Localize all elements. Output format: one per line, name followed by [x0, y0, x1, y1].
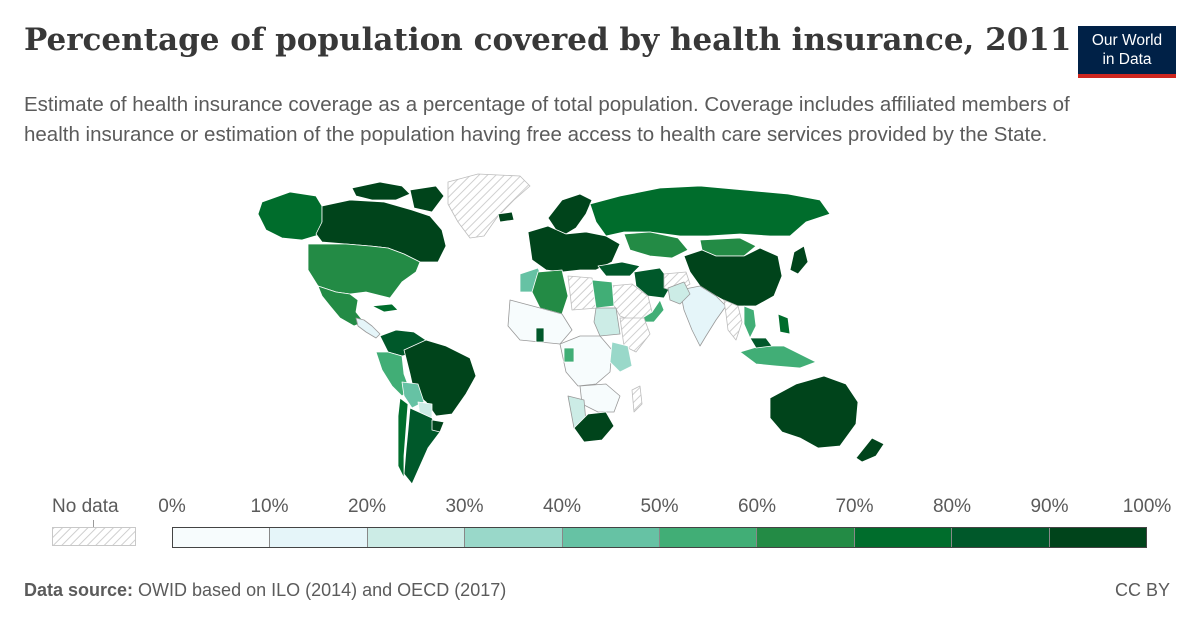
legend-bin-4[interactable]: [562, 528, 661, 547]
region-iran[interactable]: [633, 267, 673, 299]
region-chile[interactable]: [397, 397, 409, 479]
logo-line-2: in Data: [1102, 51, 1152, 68]
legend-tick-label: 60%: [737, 496, 777, 517]
world-map[interactable]: [0, 0, 1200, 490]
region-sudan[interactable]: [593, 307, 621, 337]
region-horn-of-africa[interactable]: [619, 317, 651, 353]
region-uruguay[interactable]: [431, 419, 445, 433]
region-japan[interactable]: [789, 245, 809, 275]
region-greenland[interactable]: [447, 173, 531, 239]
owid-logo[interactable]: Our World in Data: [1078, 26, 1176, 78]
legend-no-data-tick: [93, 520, 94, 527]
region-australia[interactable]: [769, 375, 859, 449]
legend-tick-label: 50%: [640, 496, 679, 517]
data-source: Data source: OWID based on ILO (2014) an…: [24, 580, 506, 601]
legend-bin-9[interactable]: [1049, 528, 1147, 547]
legend-bin-6[interactable]: [757, 528, 855, 547]
legend-tick-label: 70%: [835, 496, 874, 517]
region-south-africa[interactable]: [573, 411, 615, 443]
legend-color-scale[interactable]: [172, 527, 1147, 548]
region-caribbean[interactable]: [371, 303, 399, 313]
legend-tick-label: 40%: [542, 496, 582, 517]
legend-tick-label: 10%: [250, 496, 289, 517]
region-scandinavia[interactable]: [547, 193, 593, 235]
region-vietnam[interactable]: [743, 305, 757, 339]
region-central-america[interactable]: [355, 317, 381, 339]
region-madagascar[interactable]: [631, 385, 643, 413]
legend-tick-label: 0%: [158, 496, 186, 517]
legend-bin-5[interactable]: [660, 528, 758, 547]
region-philippines[interactable]: [777, 313, 791, 335]
legend-bin-3[interactable]: [465, 528, 563, 547]
region-europe[interactable]: [527, 225, 621, 273]
region-indonesia[interactable]: [739, 345, 817, 369]
legend-tick-label: 90%: [1030, 496, 1069, 517]
legend-bin-2[interactable]: [367, 528, 466, 547]
region-ghana[interactable]: [535, 327, 545, 343]
region-arctic-islands[interactable]: [351, 181, 411, 201]
region-pakistan[interactable]: [667, 281, 691, 305]
legend-bin-1[interactable]: [270, 528, 368, 547]
region-myanmar-thailand[interactable]: [723, 299, 743, 341]
legend-bin-8[interactable]: [952, 528, 1050, 547]
data-source-text: OWID based on ILO (2014) and OECD (2017): [133, 580, 507, 600]
region-alaska[interactable]: [257, 191, 323, 241]
legend-no-data-swatch[interactable]: [52, 527, 136, 546]
legend-no-data-label: No data: [52, 496, 119, 517]
license-link[interactable]: CC BY: [1114, 580, 1170, 600]
region-bolivia[interactable]: [401, 381, 425, 409]
legend-tick-label: 80%: [932, 496, 972, 517]
chart-subtitle: Estimate of health insurance coverage as…: [24, 93, 1070, 146]
legend-bin-7[interactable]: [854, 528, 953, 547]
region-india[interactable]: [679, 285, 727, 347]
legend-tick-label: 100%: [1122, 496, 1172, 517]
region-new-zealand[interactable]: [855, 437, 885, 463]
legend-tick-label: 20%: [347, 496, 387, 517]
region-southern-africa[interactable]: [579, 383, 621, 413]
legend-bin-0[interactable]: [173, 528, 271, 547]
region-turkey[interactable]: [597, 261, 641, 277]
chart-title: Percentage of population covered by heal…: [24, 22, 1072, 58]
region-iceland[interactable]: [497, 211, 515, 223]
region-oman[interactable]: [635, 299, 665, 323]
region-east-africa[interactable]: [609, 341, 633, 373]
logo-line-1: Our World: [1091, 32, 1163, 49]
region-russia[interactable]: [589, 185, 831, 237]
legend-tick-label: 30%: [445, 496, 484, 517]
region-arctic-islands-2[interactable]: [409, 185, 445, 213]
region-argentina[interactable]: [403, 407, 441, 485]
region-kazakhstan[interactable]: [623, 231, 689, 259]
data-source-label: Data source:: [24, 580, 134, 600]
region-malaysia[interactable]: [749, 337, 773, 349]
region-gabon[interactable]: [563, 347, 575, 363]
region-egypt[interactable]: [591, 279, 615, 309]
